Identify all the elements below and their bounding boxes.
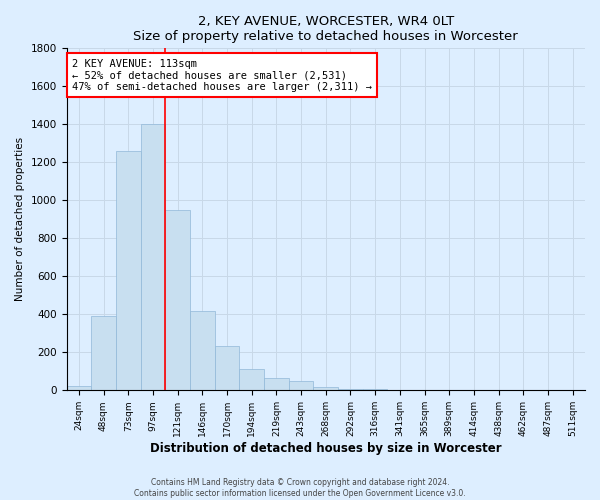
Bar (165, 210, 190, 390)
Text: Contains HM Land Registry data © Crown copyright and database right 2024.
Contai: Contains HM Land Registry data © Crown c… (134, 478, 466, 498)
Bar (91, 316, 116, 390)
Title: 2, KEY AVENUE, WORCESTER, WR4 0LT
Size of property relative to detached houses i: 2, KEY AVENUE, WORCESTER, WR4 0LT Size o… (133, 15, 518, 43)
X-axis label: Distribution of detached houses by size in Worcester: Distribution of detached houses by size … (150, 442, 502, 455)
Bar (264, 378, 289, 390)
Y-axis label: Number of detached properties: Number of detached properties (15, 138, 25, 302)
Bar (190, 310, 215, 390)
Bar (215, 346, 239, 391)
Bar (289, 381, 313, 390)
Bar (67, 386, 91, 390)
Bar (313, 388, 338, 390)
Bar (116, 151, 140, 390)
Text: 2 KEY AVENUE: 113sqm
← 52% of detached houses are smaller (2,531)
47% of semi-de: 2 KEY AVENUE: 113sqm ← 52% of detached h… (72, 58, 372, 92)
Bar (239, 370, 264, 390)
Bar (140, 124, 165, 390)
